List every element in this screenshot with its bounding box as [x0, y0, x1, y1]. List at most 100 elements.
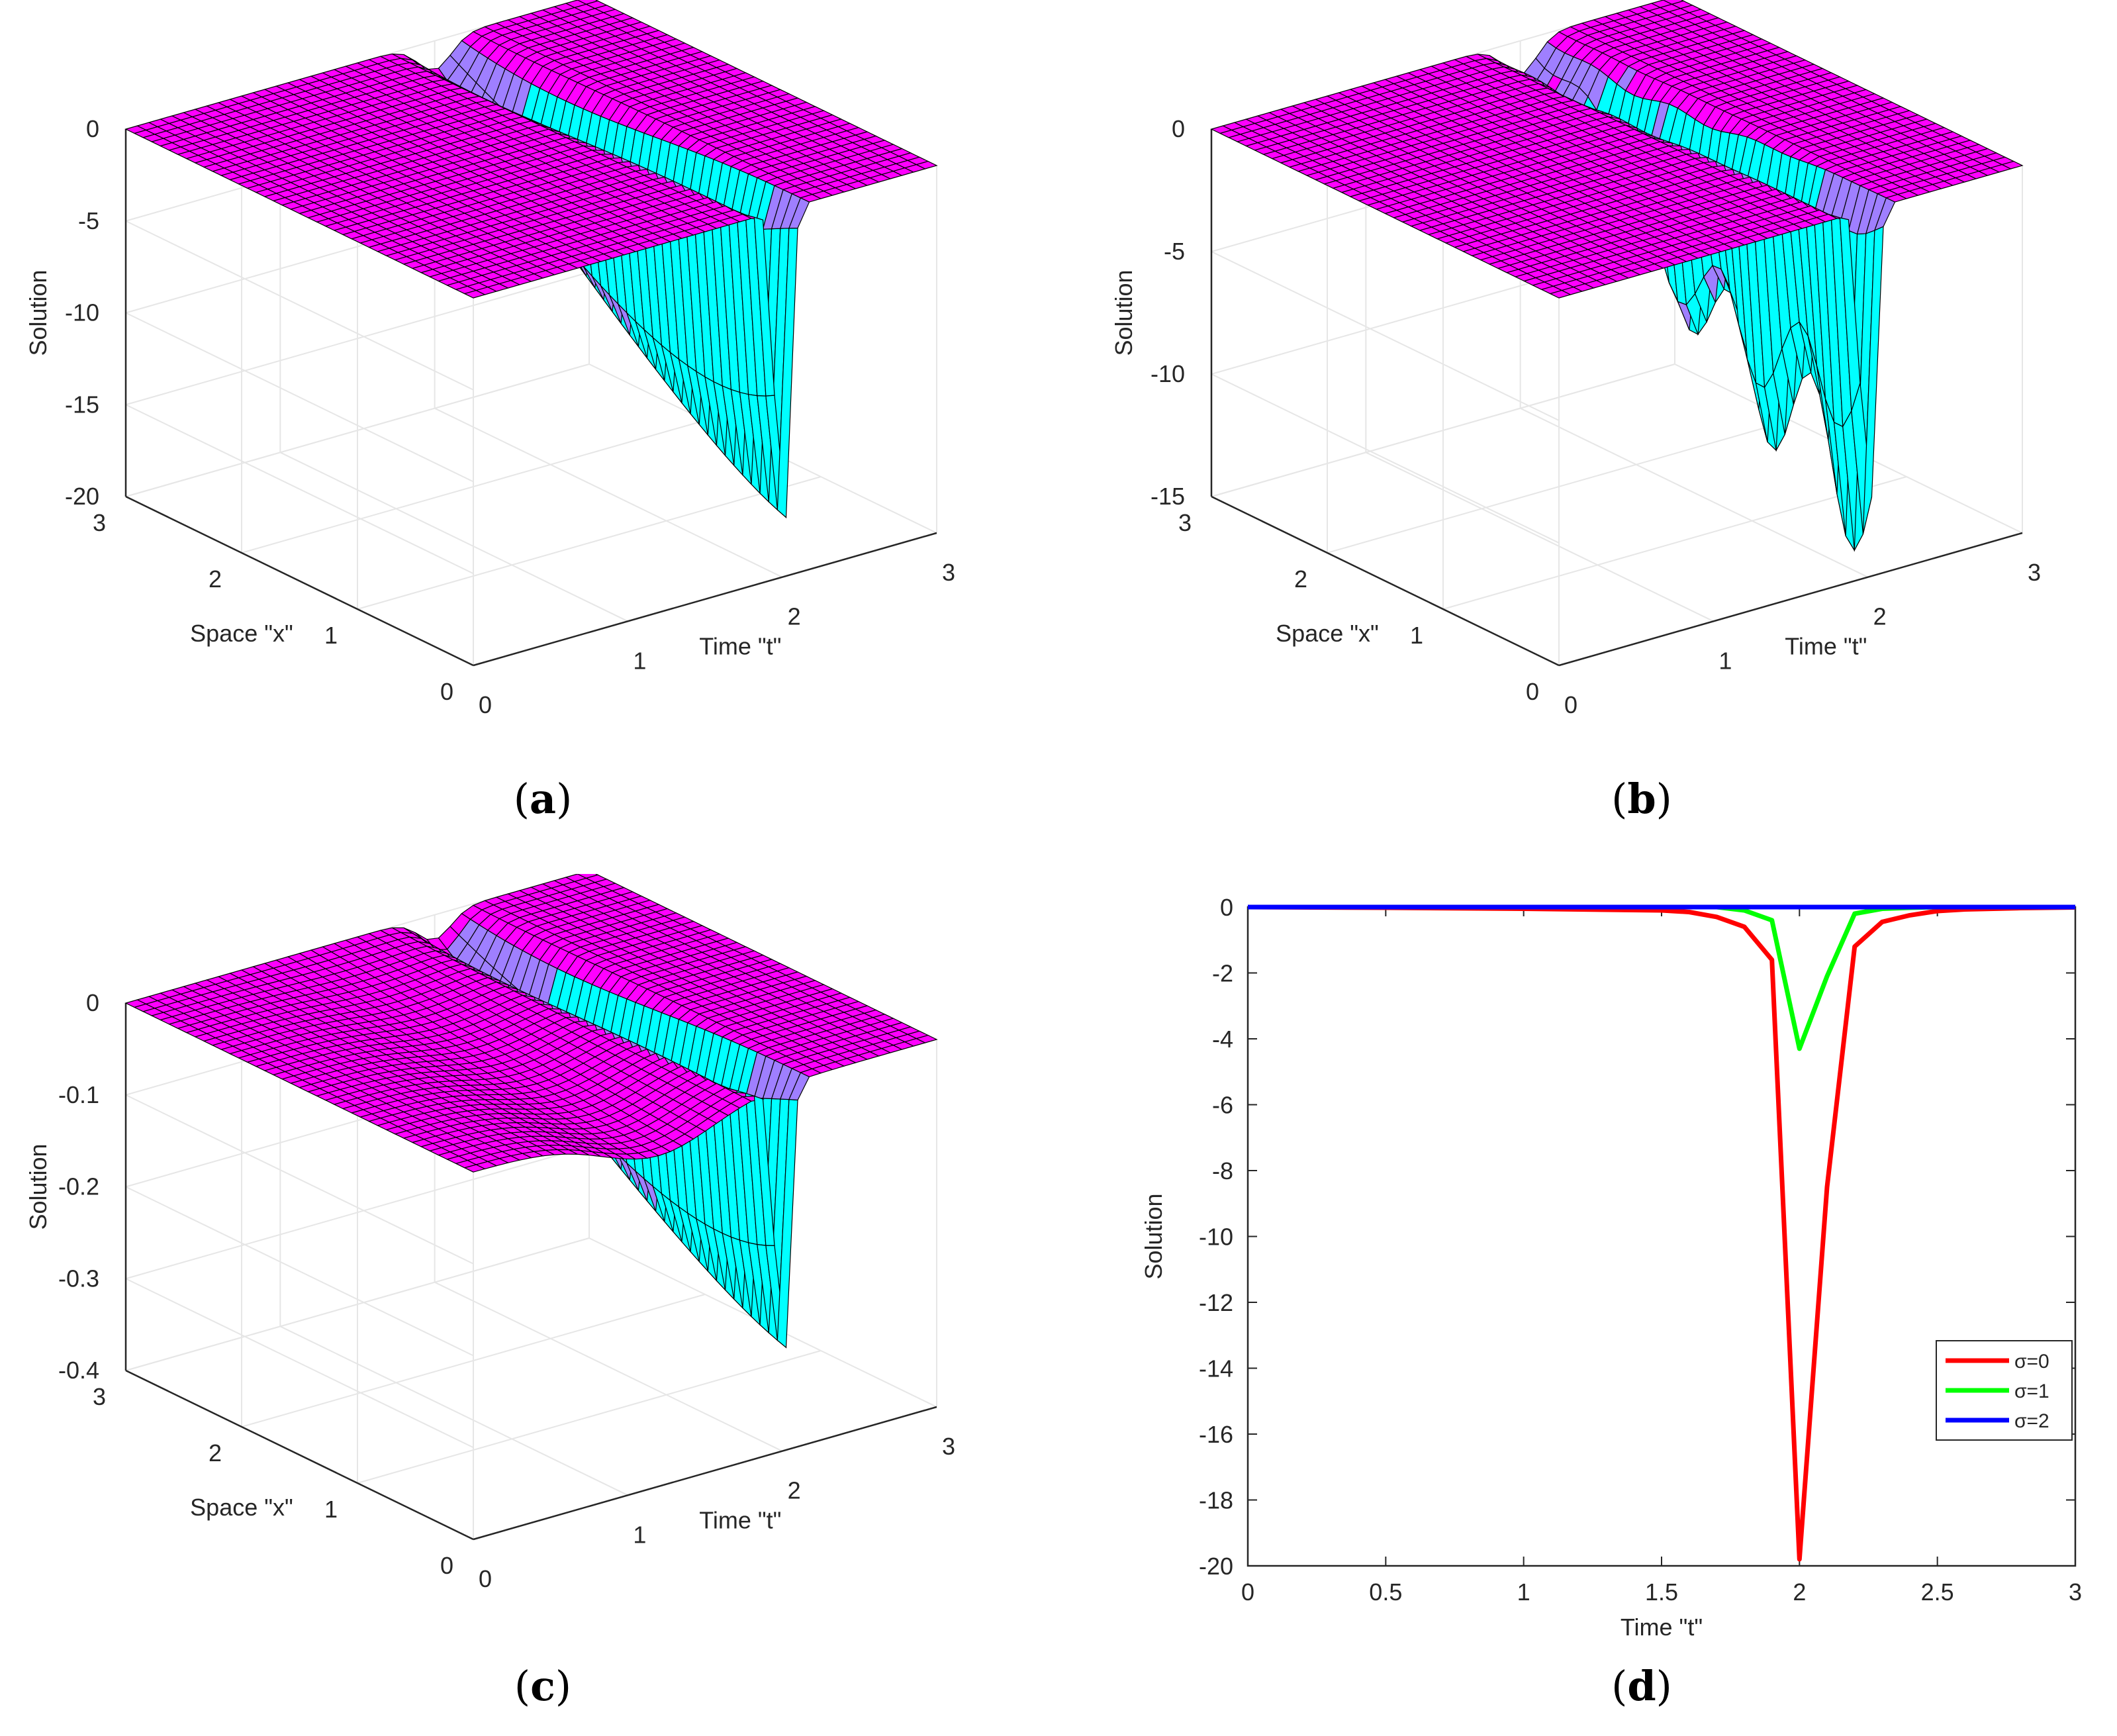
sidewall-grid-z — [125, 220, 474, 391]
x-tick-label: 1.5 — [1645, 1578, 1678, 1606]
t-tick-label: 0 — [1564, 691, 1577, 718]
panel-c-labels: 0 1 2 3 0 1 2 3 0 -0.1 -0.2 -0.3 -0.4 Time "t" Space "… — [24, 989, 955, 1592]
t-tick-label: 1 — [1718, 647, 1732, 674]
y-tick-label: -4 — [1212, 1026, 1233, 1053]
panel-d-line-chart: 0 0.5 1 1.5 2 2.5 30-2-4-6-8-10-12-14-16-18-20… — [1140, 894, 2082, 1641]
x-tick-label: 2 — [1294, 565, 1307, 593]
x-tick-label: 2 — [1793, 1578, 1806, 1606]
z-tick-label: -0.4 — [58, 1357, 99, 1384]
x-axis-line — [125, 1369, 474, 1541]
floor-grid-t — [279, 452, 628, 622]
sidewall-grid-z — [125, 1186, 474, 1357]
t-tick-label: 3 — [942, 1433, 955, 1460]
z-tick-label: -20 — [65, 483, 99, 510]
z-tick-label: 0 — [86, 115, 99, 142]
t-axis-title: Time "t" — [699, 632, 781, 659]
caption-b-letter: b — [1627, 775, 1656, 823]
z-tick-label: -10 — [65, 299, 99, 326]
x-tick-label: 1 — [1410, 622, 1423, 649]
sidewall-grid-z — [125, 404, 474, 575]
y-tick-label: -12 — [1199, 1289, 1233, 1316]
y-tick-label: 0 — [1220, 894, 1233, 921]
z-tick-label: -10 — [1151, 360, 1185, 387]
z-tick-label: -5 — [1164, 238, 1185, 265]
t-axis-title: Time "t" — [1785, 632, 1867, 659]
floor-grid-t — [434, 407, 783, 578]
x-tick-label: 2.5 — [1921, 1578, 1954, 1606]
sidewall-grid-z — [125, 1094, 474, 1265]
x-tick-label: 1 — [324, 1496, 338, 1523]
t-tick-label: 3 — [2028, 559, 2041, 586]
t-axis-line — [473, 1406, 937, 1541]
x-tick-label: 0 — [1526, 678, 1539, 705]
x-axis-line — [1211, 495, 1560, 667]
caption-a-letter: a — [529, 775, 557, 823]
x-axis-line — [125, 495, 474, 667]
panel-a-surface: 0 1 2 3 0 1 2 3 0 -5 -10 -15 -20 Time "t" Space "x" Sol… — [24, 0, 955, 718]
x-tick-label: 3 — [93, 509, 106, 536]
t-axis-line — [473, 532, 937, 667]
x-axis-title: Space "x" — [190, 1494, 293, 1521]
sidewall-grid-z — [1211, 251, 1560, 421]
z-axis-title: Solution — [1110, 269, 1137, 356]
z-tick-label: -15 — [65, 391, 99, 418]
surface-cell — [915, 160, 938, 169]
t-tick-label: 1 — [633, 1521, 646, 1548]
t-axis-title: Time "t" — [699, 1506, 781, 1533]
surface-cell — [915, 1034, 938, 1043]
z-axis-title: Solution — [24, 1143, 52, 1230]
z-axis-title: Solution — [24, 269, 52, 356]
sidewall-grid-z — [125, 312, 474, 483]
x-tick-label: 0 — [440, 678, 453, 705]
caption-c-letter: c — [530, 1662, 555, 1710]
floor-grid-t — [279, 1326, 628, 1496]
x-tick-label: 2 — [209, 565, 222, 593]
caption-c: (c) — [514, 1662, 572, 1710]
t-tick-label: 0 — [479, 691, 492, 718]
floor-grid-x — [357, 1350, 822, 1484]
x-tick-label: 1 — [1517, 1578, 1530, 1606]
z-tick-label: -15 — [1151, 483, 1185, 510]
floor-grid-x — [1442, 476, 1907, 610]
t-tick-label: 3 — [942, 559, 955, 586]
t-tick-label: 2 — [788, 603, 801, 630]
floor-grid-t — [434, 1281, 783, 1452]
floor-grid-t — [1520, 407, 1869, 578]
x-tick-label: 0.5 — [1369, 1578, 1402, 1606]
z-tick-label: 0 — [86, 989, 99, 1016]
x-tick-label: 3 — [1178, 509, 1192, 536]
t-tick-label: 2 — [788, 1477, 801, 1504]
y-tick-label: -10 — [1199, 1224, 1233, 1251]
x-tick-label: 0 — [440, 1552, 453, 1579]
sidewall-grid-z — [1211, 373, 1560, 544]
panel-c-surface-mesh — [124, 874, 938, 1349]
t-axis-line — [1558, 532, 2023, 667]
plot-frame — [1247, 906, 2077, 1567]
caption-a: (a) — [513, 775, 573, 823]
panel-a-surface-mesh — [124, 0, 938, 518]
panel-b-surface-mesh — [1210, 0, 2024, 552]
x-tick-label: 3 — [93, 1383, 106, 1410]
z-tick-label: -0.1 — [58, 1081, 99, 1108]
z-tick-label: -5 — [78, 207, 99, 234]
x-tick-label: 2 — [209, 1439, 222, 1467]
x-axis-title: Space "x" — [190, 620, 293, 647]
floor-grid-t — [1365, 452, 1714, 622]
y-tick-label: -2 — [1212, 960, 1233, 987]
t-tick-label: 1 — [633, 647, 646, 674]
surface-cell — [2000, 160, 2024, 169]
x-tick-label: 0 — [1241, 1578, 1254, 1606]
panel-c-surface: 0 1 2 3 0 1 2 3 0 -0.1 -0.2 -0.3 -0.4 Time "t" Space "… — [24, 874, 955, 1592]
sidewall-grid-z — [125, 1278, 474, 1449]
floor-grid-x — [357, 476, 822, 610]
x-tick-label: 1 — [324, 622, 338, 649]
caption-b: (b) — [1611, 775, 1672, 823]
z-tick-label: -0.2 — [58, 1173, 99, 1200]
x-axis-title: Space "x" — [1276, 620, 1379, 647]
t-tick-label: 0 — [479, 1565, 492, 1592]
z-tick-label: -0.3 — [58, 1265, 99, 1292]
y-tick-label: -8 — [1212, 1157, 1233, 1184]
y-tick-label: -6 — [1212, 1092, 1233, 1119]
